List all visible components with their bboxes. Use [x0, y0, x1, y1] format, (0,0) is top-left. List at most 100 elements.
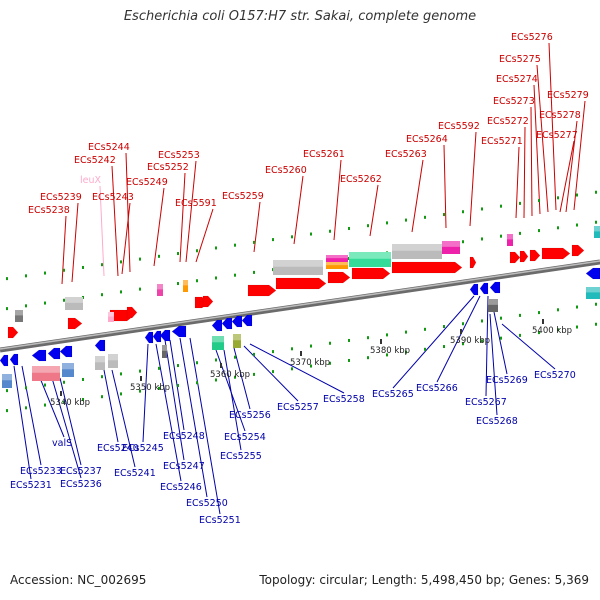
- gene-label-ecs5244[interactable]: ECs5244: [88, 142, 130, 153]
- reverse-gene-arrow[interactable]: [0, 354, 9, 367]
- gene-label-ecs5253[interactable]: ECs5253: [158, 150, 200, 161]
- gene-label-ecs5266[interactable]: ECs5266: [416, 383, 458, 394]
- gene-label-ecs5256[interactable]: ECs5256: [229, 410, 271, 421]
- forward-gene-arrow[interactable]: [247, 284, 277, 297]
- gene-label-ecs5243[interactable]: ECs5243: [92, 192, 134, 203]
- reverse-gene-arrow[interactable]: [585, 267, 600, 280]
- forward-gene-arrow[interactable]: [202, 295, 214, 308]
- gene-block[interactable]: [326, 255, 348, 262]
- gene-label-ecs5257[interactable]: ECs5257: [277, 402, 319, 413]
- gene-label-ecs5233[interactable]: ECs5233: [20, 466, 62, 477]
- reverse-gene-arrow[interactable]: [9, 353, 19, 366]
- gene-label-ecs5270[interactable]: ECs5270: [534, 370, 576, 381]
- forward-gene-arrow[interactable]: [7, 326, 19, 339]
- reverse-gene-arrow[interactable]: [31, 349, 47, 362]
- gene-label-ecs5236[interactable]: ECs5236: [60, 479, 102, 490]
- gene-label-ecs5278[interactable]: ECs5278: [539, 110, 581, 121]
- gene-label-ecs5248[interactable]: ECs5248: [163, 431, 205, 442]
- gene-label-ecs5260[interactable]: ECs5260: [265, 165, 307, 176]
- gene-label-ecs5258[interactable]: ECs5258: [323, 394, 365, 405]
- gene-label-ecs5274[interactable]: ECs5274: [496, 74, 538, 85]
- gene-features[interactable]: [0, 226, 600, 388]
- gene-label-leux[interactable]: leuX: [80, 175, 102, 186]
- gene-label-ecs5249[interactable]: ECs5249: [126, 177, 168, 188]
- gene-block[interactable]: [507, 234, 513, 246]
- gene-block[interactable]: [162, 345, 167, 358]
- gene-block[interactable]: [108, 312, 114, 322]
- gene-label-ecs5267[interactable]: ECs5267: [465, 397, 507, 408]
- gene-label-ecs5259[interactable]: ECs5259: [222, 191, 264, 202]
- gene-label-ecs5263[interactable]: ECs5263: [385, 149, 427, 160]
- forward-gene-arrow[interactable]: [327, 271, 351, 284]
- gene-label-ecs5242[interactable]: ECs5242: [74, 155, 116, 166]
- forward-gene-arrow[interactable]: [67, 317, 83, 330]
- gene-label-ecs5246[interactable]: ECs5246: [160, 482, 202, 493]
- forward-gene-arrow[interactable]: [351, 267, 391, 280]
- forward-gene-arrow[interactable]: [391, 261, 463, 274]
- gene-label-ecs5276[interactable]: ECs5276: [511, 32, 553, 43]
- gene-label-ecs5245[interactable]: ECs5245: [122, 443, 164, 454]
- reverse-gene-arrow[interactable]: [171, 325, 187, 338]
- gene-label-ecs5271[interactable]: ECs5271: [481, 136, 523, 147]
- gene-label-ecs5265[interactable]: ECs5265: [372, 389, 414, 400]
- gene-label-ecs5254[interactable]: ECs5254: [224, 432, 266, 443]
- reverse-gene-arrow[interactable]: [94, 339, 106, 352]
- gene-block[interactable]: [594, 226, 600, 238]
- gene-block[interactable]: [15, 310, 23, 322]
- gene-block[interactable]: [233, 334, 241, 348]
- gene-label-ecs5251[interactable]: ECs5251: [199, 515, 241, 526]
- gene-label-ecs5237[interactable]: ECs5237: [60, 466, 102, 477]
- reverse-gene-arrow[interactable]: [152, 330, 162, 343]
- gene-label-ecs5268[interactable]: ECs5268: [476, 416, 518, 427]
- gene-label-ecs5241[interactable]: ECs5241: [114, 468, 156, 479]
- gene-label-ecs5264[interactable]: ECs5264: [406, 134, 448, 145]
- gene-block[interactable]: [488, 299, 498, 312]
- reverse-gene-arrow[interactable]: [211, 319, 223, 332]
- reverse-gene-arrow[interactable]: [479, 282, 489, 295]
- gene-label-ecs5240[interactable]: ECs5240: [97, 443, 139, 454]
- gene-label-ecs5231[interactable]: ECs5231: [10, 480, 52, 491]
- forward-gene-arrow[interactable]: [519, 250, 529, 263]
- gene-block[interactable]: [157, 284, 163, 296]
- gene-label-ecs5239[interactable]: ECs5239: [40, 192, 82, 203]
- forward-gene-arrow[interactable]: [529, 249, 541, 262]
- gene-label-ecs5279[interactable]: ECs5279: [547, 90, 589, 101]
- reverse-gene-arrow[interactable]: [469, 283, 479, 296]
- gene-label-ecs5247[interactable]: ECs5247: [163, 461, 205, 472]
- gene-block[interactable]: [349, 252, 391, 267]
- gene-block[interactable]: [108, 354, 118, 368]
- reverse-gene-arrow[interactable]: [489, 281, 501, 294]
- gene-block[interactable]: [32, 366, 60, 381]
- gene-label-ecs5252[interactable]: ECs5252: [147, 162, 189, 173]
- gene-label-ecs5262[interactable]: ECs5262: [340, 174, 382, 185]
- reverse-gene-arrow[interactable]: [221, 317, 233, 330]
- gene-block[interactable]: [212, 336, 224, 350]
- gene-label-ecs5591[interactable]: ECs5591: [175, 198, 217, 209]
- reverse-gene-arrow[interactable]: [144, 331, 154, 344]
- gene-block[interactable]: [62, 363, 74, 377]
- gene-block[interactable]: [183, 280, 188, 292]
- gene-label-ecs5275[interactable]: ECs5275: [499, 54, 541, 65]
- reverse-gene-arrow[interactable]: [241, 314, 253, 327]
- gene-label-ecs5261[interactable]: ECs5261: [303, 149, 345, 160]
- gene-block[interactable]: [442, 241, 460, 254]
- gene-block[interactable]: [273, 260, 323, 275]
- gene-label-ecs5272[interactable]: ECs5272: [487, 116, 529, 127]
- gene-block[interactable]: [95, 356, 105, 370]
- gene-label-ecs5250[interactable]: ECs5250: [186, 498, 228, 509]
- gene-label-ecs5592[interactable]: ECs5592: [438, 121, 480, 132]
- reverse-gene-arrow[interactable]: [47, 347, 61, 360]
- reverse-gene-arrow[interactable]: [159, 329, 171, 342]
- gene-block[interactable]: [392, 244, 442, 259]
- forward-gene-arrow[interactable]: [469, 256, 477, 269]
- gene-block[interactable]: [2, 374, 12, 388]
- gene-label-ecs5255[interactable]: ECs5255: [220, 451, 262, 462]
- forward-gene-arrow[interactable]: [509, 251, 521, 264]
- gene-block[interactable]: [65, 297, 83, 310]
- gene-label-ecs5273[interactable]: ECs5273: [493, 96, 535, 107]
- gene-label-ecs5238[interactable]: ECs5238: [28, 205, 70, 216]
- reverse-gene-arrow[interactable]: [59, 345, 73, 358]
- gene-labels[interactable]: ECs5238 ECs5239 leuX ECs5242 ECs5243 ECs5244 E…: [10, 32, 589, 526]
- gene-block[interactable]: [586, 287, 600, 299]
- forward-gene-arrow[interactable]: [571, 244, 585, 257]
